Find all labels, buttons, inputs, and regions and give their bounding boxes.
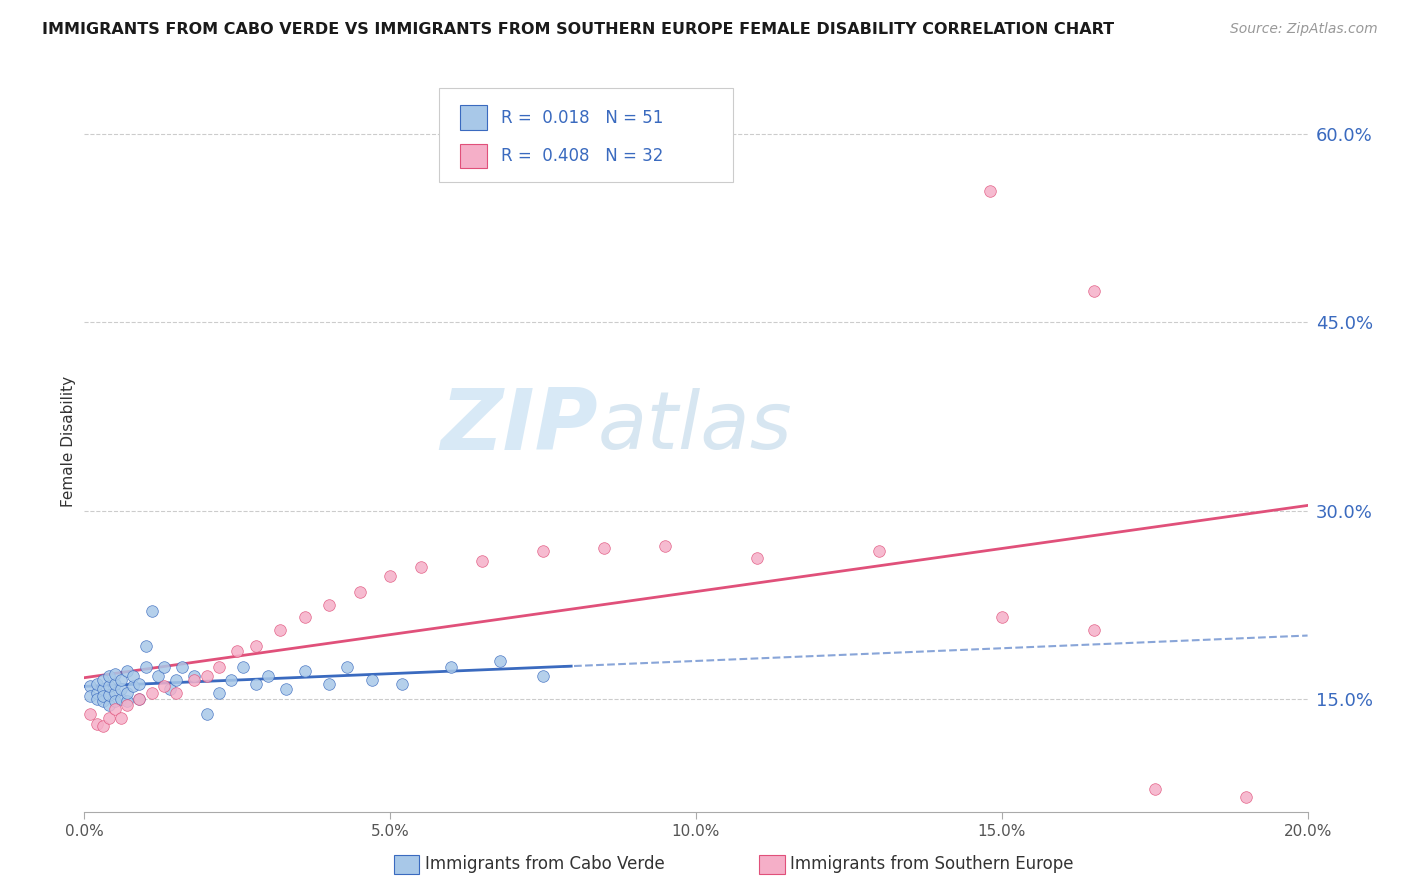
Point [86,677,108,691]
Point [276,681,298,696]
Point [245,677,267,691]
Point [245,639,267,653]
Point [122,679,145,693]
Point [165,673,187,687]
Point [1143,782,1166,797]
Point [747,551,769,566]
Point [232,660,254,674]
Point [115,698,138,712]
Point [86,691,108,706]
Point [128,691,150,706]
Text: R =  0.408   N = 32: R = 0.408 N = 32 [502,147,664,165]
FancyBboxPatch shape [460,144,486,169]
Point [97,710,120,724]
Point [654,539,676,553]
Point [97,679,120,693]
Point [104,685,127,699]
Point [110,691,132,706]
Point [146,669,169,683]
Point [294,664,316,678]
Text: IMMIGRANTS FROM CABO VERDE VS IMMIGRANTS FROM SOUTHERN EUROPE FEMALE DISABILITY : IMMIGRANTS FROM CABO VERDE VS IMMIGRANTS… [42,22,1115,37]
Point [153,660,176,674]
Point [195,706,218,721]
Point [141,604,163,618]
Point [91,719,114,733]
Point [226,644,249,658]
Point [128,691,150,706]
Point [104,702,127,716]
Point [409,560,432,574]
Point [165,685,187,699]
Point [183,669,205,683]
Point [489,654,512,668]
Point [97,698,120,712]
Point [97,669,120,683]
Point [208,685,231,699]
Point [104,666,127,681]
Point [79,679,101,693]
Point [79,706,101,721]
Point [135,660,157,674]
Text: Immigrants from Cabo Verde: Immigrants from Cabo Verde [425,855,665,873]
Text: ZIP: ZIP [440,385,598,468]
Point [159,681,181,696]
Point [531,543,554,558]
Point [1083,284,1105,298]
Point [128,677,150,691]
Point [219,673,242,687]
Point [91,681,114,696]
Point [380,569,402,583]
Point [110,673,132,687]
Point [593,541,616,556]
Point [349,585,371,599]
Point [91,673,114,687]
Point [257,669,280,683]
Point [471,554,494,568]
Point [294,610,316,624]
Point [195,669,218,683]
Point [91,694,114,708]
Point [97,688,120,702]
Point [208,660,231,674]
Point [115,685,138,699]
Y-axis label: Female Disability: Female Disability [60,376,76,508]
Point [86,717,108,731]
Point [172,660,194,674]
Point [135,639,157,653]
Point [318,598,340,612]
Point [531,669,554,683]
Point [269,623,291,637]
Point [1083,623,1105,637]
Point [391,677,413,691]
FancyBboxPatch shape [460,105,486,130]
Point [79,690,101,704]
Point [869,543,891,558]
Point [183,673,205,687]
Text: atlas: atlas [598,388,793,466]
FancyBboxPatch shape [439,87,733,183]
Point [110,681,132,696]
Point [115,694,138,708]
Point [979,184,1001,198]
Text: R =  0.018   N = 51: R = 0.018 N = 51 [502,109,664,127]
Point [440,660,463,674]
Point [122,669,145,683]
Point [318,677,340,691]
Text: Immigrants from Southern Europe: Immigrants from Southern Europe [790,855,1074,873]
Point [336,660,359,674]
Point [153,679,176,693]
Point [1236,789,1258,804]
Point [104,694,127,708]
Point [104,677,127,691]
Point [991,610,1014,624]
Text: Source: ZipAtlas.com: Source: ZipAtlas.com [1230,22,1378,37]
Point [141,685,163,699]
Point [86,685,108,699]
Point [360,673,382,687]
Point [110,710,132,724]
Point [91,690,114,704]
Point [115,664,138,678]
